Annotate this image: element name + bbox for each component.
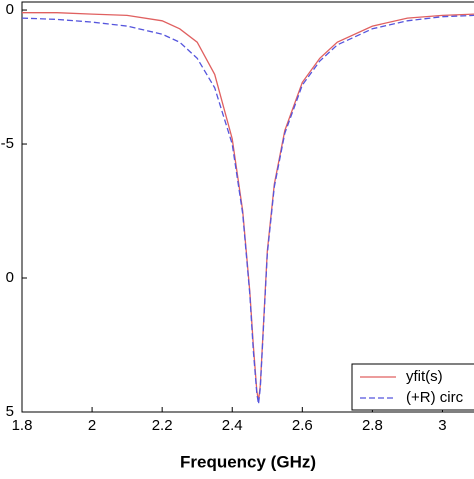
x-tick-label: 2.4 — [222, 417, 243, 434]
x-tick-label: 2.2 — [152, 417, 173, 434]
x-tick-label: 2.8 — [362, 417, 383, 434]
legend-label: yfit(s) — [406, 368, 443, 385]
plot-frame — [21, 1, 474, 413]
legend-box — [351, 363, 474, 411]
series-line — [21, 14, 474, 405]
x-tick-label: 2.6 — [292, 417, 313, 434]
y-tick-label: 0 — [6, 1, 14, 18]
x-tick-label: 2 — [88, 417, 96, 434]
x-tick-label: 3 — [438, 417, 446, 434]
x-axis-label: Frequency (GHz) — [180, 452, 316, 471]
legend-label: (+R) circ — [406, 389, 464, 406]
series-line — [22, 12, 474, 402]
y-tick-label: -5 — [1, 135, 14, 152]
x-tick-label: 1.8 — [12, 417, 33, 434]
y-tick-label: 0 — [6, 269, 14, 286]
y-tick-label: 5 — [6, 403, 14, 420]
